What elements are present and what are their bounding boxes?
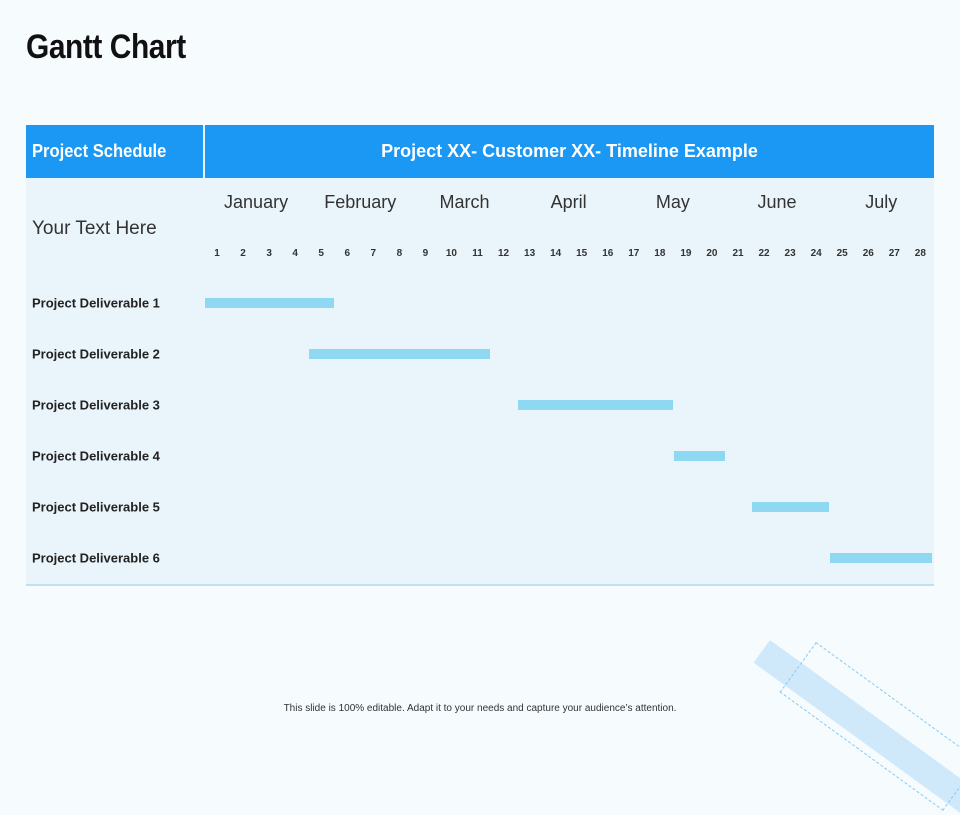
tick-label: 5 — [318, 248, 324, 259]
tick-label: 22 — [758, 248, 770, 259]
month-label: March — [439, 192, 490, 212]
tick-label: 28 — [914, 248, 926, 259]
deliverable-label: Project Deliverable 3 — [32, 397, 160, 413]
gantt-bar — [830, 553, 932, 563]
tick-label: 12 — [497, 248, 510, 259]
deliverable-label: Project Deliverable 5 — [32, 499, 160, 515]
project-schedule-header: Project Schedule — [32, 141, 167, 161]
tick-label: 1 — [214, 248, 220, 259]
tick-label: 19 — [680, 248, 692, 259]
deliverable-label: Project Deliverable 6 — [32, 550, 160, 566]
footer-note: This slide is 100% editable. Adapt it to… — [283, 703, 677, 714]
month-label: April — [550, 192, 587, 212]
tick-label: 20 — [706, 248, 718, 259]
month-label: June — [757, 192, 797, 212]
tick-label: 4 — [292, 248, 298, 259]
tick-label: 9 — [422, 248, 429, 259]
tick-label: 15 — [576, 248, 588, 259]
tick-label: 11 — [472, 248, 483, 259]
tick-label: 26 — [862, 248, 874, 259]
tick-label: 14 — [550, 248, 562, 259]
deliverable-label: Project Deliverable 2 — [32, 346, 160, 362]
month-label: February — [324, 192, 397, 212]
gantt-bar — [309, 349, 491, 359]
tick-label: 2 — [240, 248, 246, 259]
table-header: Project Schedule Project XX- Customer XX… — [26, 125, 934, 178]
gantt-bar — [673, 451, 725, 461]
gantt-bar — [752, 502, 830, 512]
tick-label: 23 — [784, 248, 796, 259]
tick-label: 3 — [266, 248, 272, 259]
month-label: July — [865, 192, 898, 212]
month-label: January — [224, 192, 289, 212]
tick-label: 13 — [524, 248, 536, 259]
gantt-bar — [205, 298, 335, 308]
decorative-dashed-stripe — [779, 642, 960, 811]
tick-label: 17 — [628, 248, 640, 259]
gantt-bar — [517, 400, 673, 410]
gantt-table: Project Schedule Project XX- Customer XX… — [26, 125, 934, 586]
tick-label: 6 — [344, 248, 351, 259]
deliverable-label: Project Deliverable 4 — [32, 448, 160, 464]
tick-label: 24 — [810, 248, 822, 259]
deliverable-label: Project Deliverable 1 — [32, 295, 160, 311]
tick-label: 18 — [654, 248, 666, 259]
tick-label: 21 — [732, 248, 744, 259]
page-title: Gantt Chart — [26, 28, 186, 66]
tick-label: 25 — [836, 248, 848, 259]
header-divider — [203, 125, 205, 178]
tick-label: 27 — [888, 248, 900, 259]
month-label: May — [655, 192, 690, 212]
tick-label: 16 — [602, 248, 614, 259]
tick-label: 7 — [370, 248, 377, 259]
tick-label: 8 — [396, 248, 403, 259]
tick-label: 10 — [445, 248, 457, 259]
timeline-header: Project XX- Customer XX- Timeline Exampl… — [381, 141, 758, 161]
subtitle-text: Your Text Here — [32, 218, 157, 239]
